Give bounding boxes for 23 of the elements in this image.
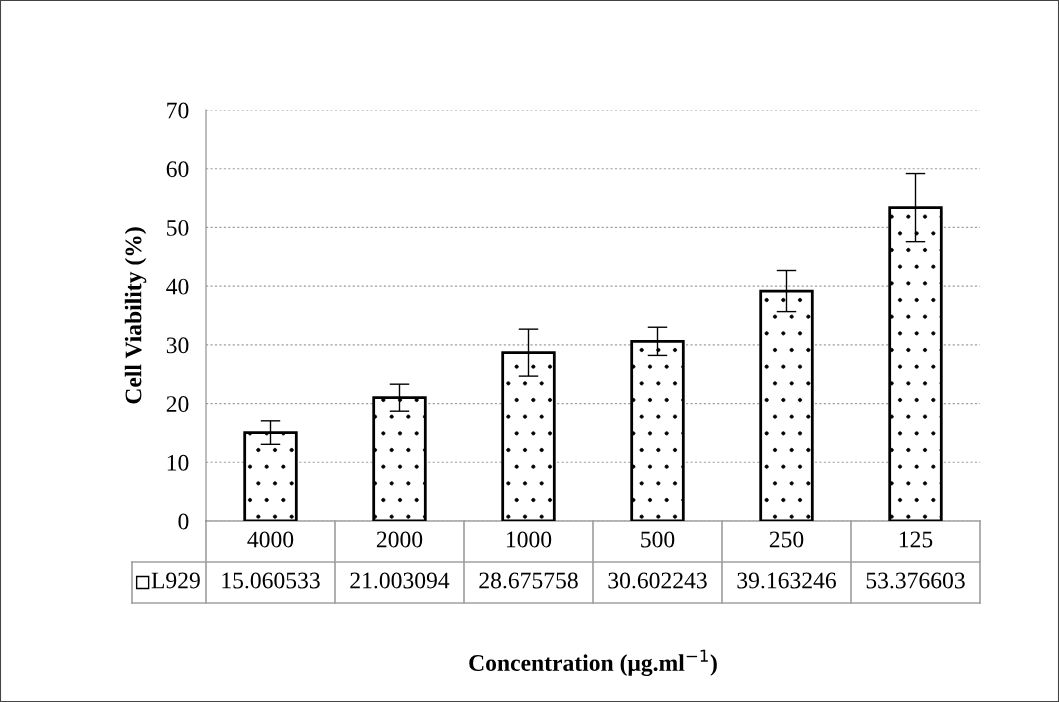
- y-tick-label: 30: [166, 337, 189, 354]
- x-tick-label: 4000: [247, 531, 294, 548]
- y-tick-label: 10: [167, 454, 189, 471]
- data-label: 39.163246: [737, 572, 836, 589]
- y-tick-label: 20: [166, 396, 189, 412]
- x-tick-label: 125: [899, 531, 933, 548]
- y-tick-label: 40: [166, 278, 189, 295]
- text: L929: [151, 572, 200, 589]
- y-tick-label: 0: [178, 513, 189, 530]
- data-label: 28.675758: [479, 572, 578, 589]
- data-label: 21.003094: [350, 572, 450, 589]
- x-tick-label: 250: [769, 531, 804, 548]
- data-label: 53.376603: [866, 572, 965, 589]
- y-tick-label: 60: [166, 161, 189, 178]
- y-axis-title: Cell Viability (%): [124, 227, 147, 404]
- data-label: 30.602243: [608, 572, 707, 589]
- y-tick-label: 50: [167, 219, 189, 236]
- x-tick-label: 2000: [376, 531, 423, 548]
- data-label: 15.060533: [222, 572, 320, 589]
- y-tick-label: 70: [167, 102, 189, 119]
- x-tick-label: 1000: [506, 531, 552, 548]
- x-tick-label: 500: [641, 531, 675, 548]
- x-axis-title: Concentration (μg.ml$^{−1}$): [469, 649, 717, 676]
